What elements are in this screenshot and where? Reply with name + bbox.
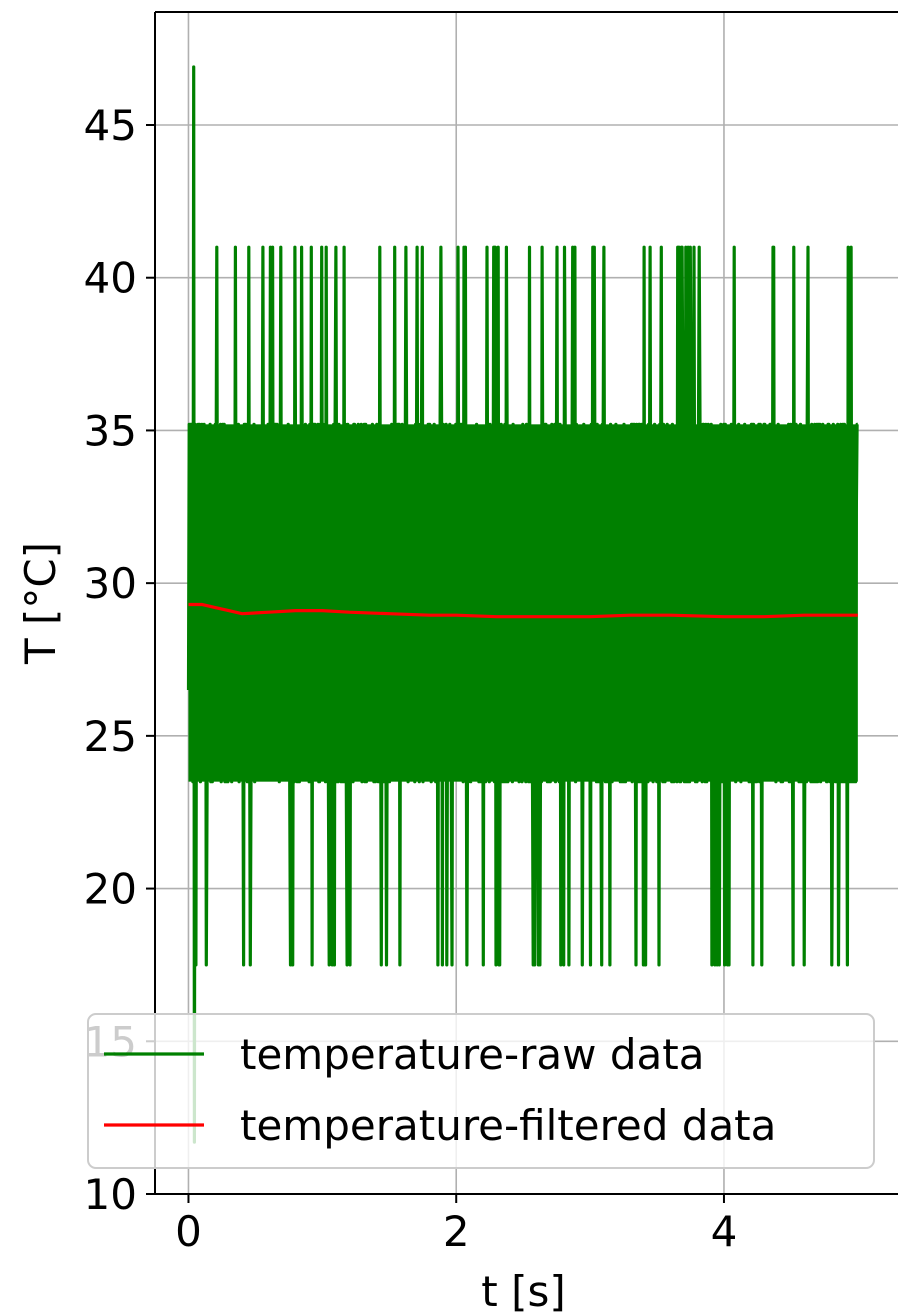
x-tick-label: 4 xyxy=(711,1207,738,1256)
y-tick-label: 45 xyxy=(84,101,137,150)
legend: temperature-raw data temperature-filtere… xyxy=(87,1013,875,1169)
y-tick-label: 40 xyxy=(84,254,137,303)
x-tick-label: 0 xyxy=(175,1207,202,1256)
x-axis-label: t [s] xyxy=(481,1267,565,1316)
legend-box xyxy=(87,1013,875,1169)
x-tick-label: 2 xyxy=(443,1207,470,1256)
y-tick-label: 25 xyxy=(84,712,137,761)
y-tick-label: 10 xyxy=(84,1170,137,1219)
filtered-data-line xyxy=(188,602,858,619)
y-tick-label: 30 xyxy=(84,559,137,608)
raw-data-band xyxy=(188,424,858,782)
tick-labels: 0241015202530354045 xyxy=(84,101,738,1256)
y-tick-label: 20 xyxy=(84,865,137,914)
axes xyxy=(154,11,898,1195)
y-tick-label: 35 xyxy=(84,406,137,455)
y-axis-label: T [°C] xyxy=(16,542,65,665)
legend-label-filtered: temperature-filtered data xyxy=(240,1101,776,1150)
legend-label-raw: temperature-raw data xyxy=(240,1030,704,1079)
data-series xyxy=(186,65,859,1144)
